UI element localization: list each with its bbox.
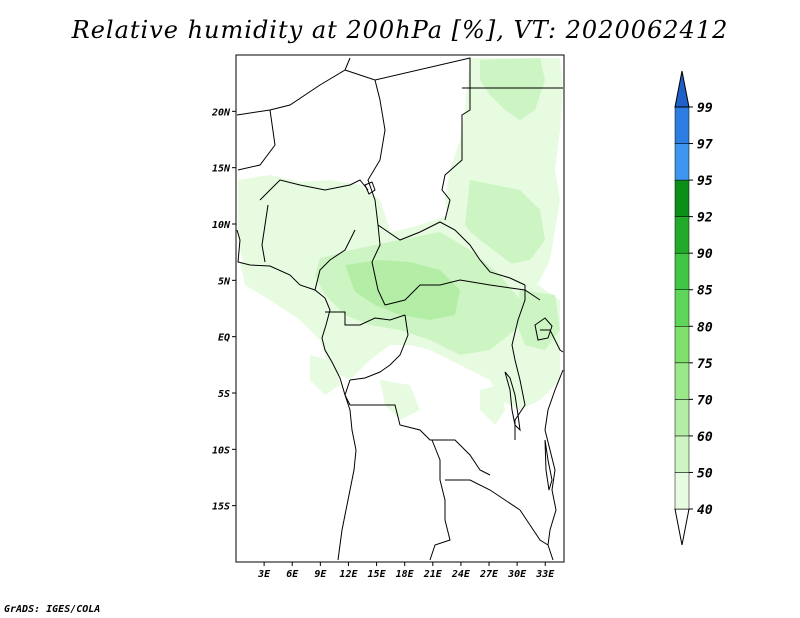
border-10	[371, 224, 386, 306]
humidity-region-central-core	[345, 260, 460, 320]
latitude-axis: 20N 15N 10N 5N EQ 5S 10S 15S	[211, 107, 236, 513]
border-20	[344, 379, 351, 406]
lon-tick-label: 24E	[451, 569, 471, 580]
colorbar-label: 90	[697, 247, 713, 262]
lat-tick-label: 20N	[211, 107, 231, 118]
colorbar-label: 70	[697, 393, 713, 408]
border-19	[540, 329, 564, 353]
footer-credit: GrADS: IGES/COLA	[4, 604, 101, 615]
border-15	[350, 404, 491, 476]
lon-tick-label: 18E	[396, 569, 415, 580]
lat-tick-label: 15S	[212, 502, 230, 513]
colorbar-label: 92	[697, 211, 713, 226]
border-18	[519, 509, 549, 546]
colorbar-segment	[674, 289, 690, 327]
lat-tick-label: 10N	[212, 220, 231, 231]
border-2	[237, 109, 276, 171]
lon-tick-label: 30E	[507, 569, 527, 580]
border-17	[445, 479, 521, 511]
border-16	[429, 439, 451, 561]
colorbar-label: 99	[697, 101, 713, 116]
border-13	[325, 311, 406, 326]
lon-tick-label: 15E	[368, 569, 387, 580]
colorbar-segment	[674, 216, 690, 254]
lat-tick-label: EQ	[218, 333, 230, 344]
colorbar-segment	[674, 362, 690, 400]
colorbar-segment-below	[674, 508, 690, 546]
humidity-region-south-east	[480, 385, 505, 425]
colorbar-segment	[674, 435, 690, 473]
colorbar: 40 50 60 70 75 80 85 90 92 95 97 99	[674, 70, 713, 546]
border-11	[384, 279, 541, 306]
colorbar-segment	[674, 252, 690, 290]
lat-tick-label: 10S	[212, 445, 230, 456]
humidity-region-south-west	[310, 355, 340, 395]
colorbar-label: 60	[697, 430, 713, 445]
lon-tick-label: 27E	[479, 569, 499, 580]
colorbar-label: 97	[697, 138, 713, 153]
lon-tick-label: 33E	[535, 569, 555, 580]
lon-tick-label: 21E	[423, 569, 443, 580]
border-14	[349, 314, 409, 381]
lake-chad	[364, 181, 376, 195]
lake-victoria	[534, 317, 553, 341]
colorbar-label: 50	[697, 466, 713, 481]
chart-title: Relative humidity at 200hPa [%], VT: 202…	[71, 16, 729, 44]
colorbar-segment	[674, 472, 690, 510]
longitude-axis: 3E 6E 9E 12E 15E 18E 21E 24E 27E 30E 33E	[257, 562, 555, 580]
colorbar-label: 95	[697, 174, 713, 189]
coastline-west-africa	[236, 229, 357, 561]
lake-tanganyika	[504, 371, 521, 432]
lon-tick-label: 12E	[339, 569, 358, 580]
colorbar-segment	[674, 326, 690, 364]
lon-tick-label: 3E	[257, 569, 271, 580]
humidity-field	[238, 58, 563, 425]
colorbar-label: 80	[697, 320, 713, 335]
colorbar-segment	[674, 399, 690, 437]
humidity-region-south-central	[380, 380, 420, 420]
border-9	[377, 221, 526, 286]
border-1	[236, 57, 351, 116]
border-6	[259, 179, 369, 201]
colorbar-segment	[674, 179, 690, 217]
colorbar-label: 75	[697, 357, 713, 372]
lat-tick-label: 5N	[218, 276, 231, 287]
lon-tick-label: 9E	[314, 569, 327, 580]
lat-tick-label: 15N	[212, 164, 231, 175]
colorbar-label: 40	[697, 503, 713, 518]
border-4	[374, 57, 471, 221]
coastline-east	[544, 369, 564, 561]
lon-tick-label: 6E	[286, 569, 299, 580]
border-3	[344, 69, 386, 226]
colorbar-segment	[674, 143, 690, 181]
humidity-region-northeast-inner	[480, 58, 545, 120]
border-7	[261, 204, 269, 263]
border-8	[314, 229, 356, 291]
colorbar-segment	[674, 106, 690, 144]
colorbar-label: 85	[697, 284, 713, 299]
lat-tick-label: 5S	[218, 389, 230, 400]
lake-malawi	[544, 439, 553, 491]
colorbar-segment-above	[674, 70, 690, 108]
map-boundaries	[236, 57, 564, 561]
map-frame	[235, 54, 565, 563]
